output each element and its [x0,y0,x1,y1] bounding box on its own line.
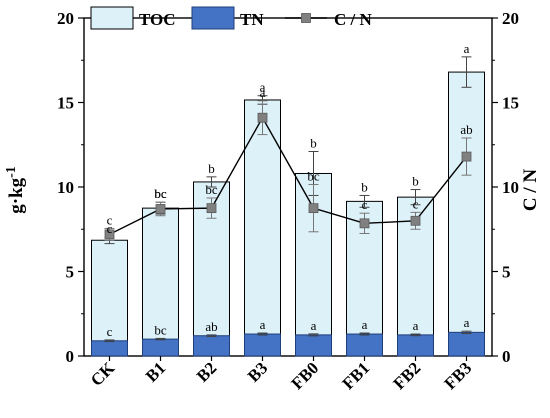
tn-significance-label: a [413,318,419,333]
cn-significance-label: c [413,196,419,211]
tn-significance-label: bc [154,322,167,337]
tn-bar-b1 [142,338,179,357]
toc-bar-fb3 [448,71,485,357]
cn-point-fb1 [359,218,370,229]
x-tick-label-b3: B3 [244,358,271,385]
tn-significance-label: a [260,317,266,332]
cn-point-b1 [155,204,166,214]
tn-significance-label: a [362,317,368,332]
cn-point-fb2 [410,215,421,226]
tn-bar-fb3 [448,331,485,357]
y2-tick-label: 5 [502,263,511,282]
cn-point-fb0 [308,203,319,214]
cn-point-ck [104,229,115,240]
tn-significance-label: a [311,318,317,333]
tn-bar-fb1 [346,333,383,357]
cn-point-fb3 [461,151,472,162]
legend-tn-label: TN [240,10,264,29]
toc-significance-label: bc [154,186,167,201]
y-tick-label: 5 [66,263,75,282]
tn-bar-fb2 [397,334,434,357]
toc-bar-b3 [244,99,281,357]
tn-bar-b3 [244,333,281,357]
cn-point-b2 [206,203,217,214]
toc-significance-label: b [361,179,368,194]
toc-significance-label: b [208,161,215,176]
tn-bar-fb0 [295,334,332,357]
y2-axis-title-text: C / N [520,169,541,212]
cn-line-marks [104,100,472,241]
y2-tick-label: 15 [502,94,519,113]
y-tick-label: 10 [57,178,74,197]
y-tick-label: 15 [57,94,74,113]
y-tick-label: 0 [66,347,75,366]
cn-significance-label: bc [307,168,320,183]
x-tick-label-b1: B1 [142,358,169,385]
y-axis-title-sup: -1 [4,166,19,178]
tn-significance-label: a [464,315,470,330]
x-tick-label-b2: B2 [193,358,220,385]
y2-tick-label: 20 [502,9,519,28]
cn-significance-label: bc [154,186,167,201]
toc-significance-label: c [107,221,113,236]
legend-cn-label: C / N [334,10,373,29]
y-axis-title: g·kg-1 [4,166,27,214]
tn-significance-label: ab [205,319,217,334]
toc-significance-label: b [310,136,317,151]
toc-significance-label: b [412,174,419,189]
bar-marks [91,56,485,357]
cn-significance-label: ab [460,122,472,137]
toc-significance-label: a [260,80,266,95]
y2-tick-label: 10 [502,178,519,197]
y-tick-label: 20 [57,9,74,28]
tn-bar-b2 [193,335,230,357]
legend-tn-swatch [191,6,235,30]
y2-tick-label: 0 [502,347,511,366]
x-tick-label-fb1: FB1 [339,358,374,393]
legend-toc-swatch [90,6,134,30]
cn-point-b3 [257,112,268,123]
cn-significance-label: a [260,85,266,100]
y2-axis-title: C / N [520,169,541,212]
toc-significance-label: a [464,41,470,56]
x-tick-label-ck: CK [87,358,119,390]
y-axis-title-text: g·kg [6,177,27,213]
cn-significance-label: c [362,197,368,212]
tn-significance-label: c [107,324,113,339]
legend-toc-label: TOC [139,10,176,29]
x-tick-label-fb3: FB3 [441,358,476,393]
x-tick-label-fb2: FB2 [390,358,425,393]
legend-cn-marker [301,13,311,23]
cn-significance-label: bc [205,182,218,197]
cn-series-line [109,116,468,235]
svg-text:g·kg-1: g·kg-1 [4,166,27,214]
tn-bar-ck [91,340,128,357]
cn-significance-label: c [107,212,113,227]
legend: TOC TN C / N [90,6,373,30]
x-tick-label-fb0: FB0 [288,358,323,393]
